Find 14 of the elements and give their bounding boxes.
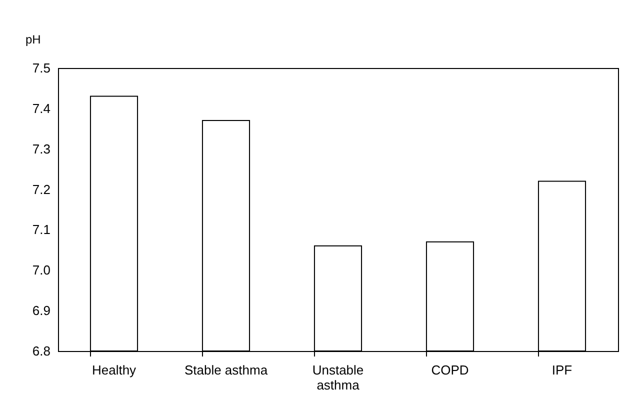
y-tick-label: 7.1 bbox=[32, 222, 50, 238]
x-tick-label: IPF bbox=[552, 362, 572, 378]
x-tick-label: COPD bbox=[431, 362, 469, 378]
y-tick-label: 7.3 bbox=[32, 141, 50, 156]
y-tick-label: 7.2 bbox=[32, 182, 50, 197]
y-tick-label: 7.0 bbox=[32, 262, 50, 278]
y-tick-label: 7.5 bbox=[32, 60, 50, 76]
x-tick-label: Stable asthma bbox=[184, 362, 268, 378]
y-axis-title: pH bbox=[26, 32, 41, 46]
y-tick-label: 6.8 bbox=[32, 344, 50, 358]
y-tick-label: 6.9 bbox=[32, 303, 50, 318]
y-tick-label: 7.4 bbox=[32, 100, 50, 116]
x-tick-label: Unstable asthma bbox=[312, 362, 364, 392]
x-tick-label: Healthy bbox=[92, 362, 137, 378]
